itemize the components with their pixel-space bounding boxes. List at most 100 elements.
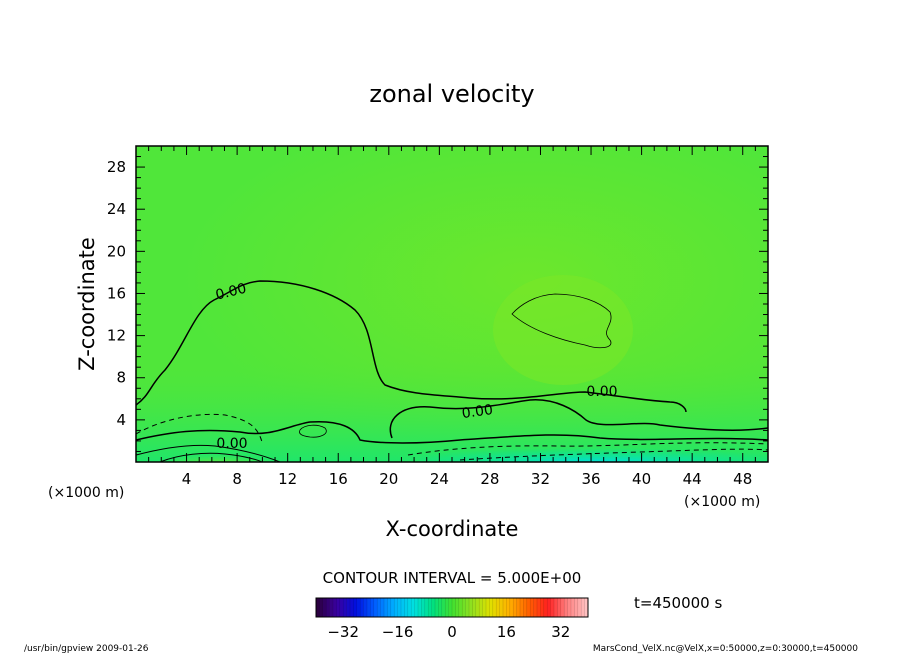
x-tick-label: 8 xyxy=(232,470,242,488)
footer-right: MarsCond_VelX.nc@VelX,x=0:50000,z=0:3000… xyxy=(593,644,858,654)
colorbar-segment xyxy=(564,598,568,617)
colorbar-segment xyxy=(486,598,490,617)
colorbar-segment xyxy=(513,598,517,617)
chart-title: zonal velocity xyxy=(369,80,534,108)
colorbar-segment xyxy=(424,598,429,617)
x-tick-label: 12 xyxy=(278,470,297,488)
colorbar-segment xyxy=(526,598,531,617)
contour-negative-3 xyxy=(459,448,768,461)
colorbar-segment xyxy=(407,598,412,617)
x-tick-label: 16 xyxy=(329,470,348,488)
y-tick-label: 4 xyxy=(116,411,126,429)
y-tick-label: 24 xyxy=(107,200,126,218)
y-tick-label: 28 xyxy=(107,158,126,176)
colorbar-segment xyxy=(469,598,473,617)
colorbar-segment xyxy=(380,598,385,617)
colorbar-segment xyxy=(574,598,579,617)
colorbar-segment xyxy=(506,598,511,617)
colorbar-segment xyxy=(319,598,324,617)
colorbar-segment xyxy=(441,598,446,617)
colorbar-segment xyxy=(336,598,341,617)
colorbar-segment xyxy=(581,598,585,617)
colorbar-segment xyxy=(496,598,500,617)
x-tick-label: 20 xyxy=(379,470,398,488)
colorbar-segment xyxy=(448,598,453,617)
colorbar-segment xyxy=(479,598,483,617)
contour-surface-2 xyxy=(159,452,263,462)
colorbar-ticks: −32 −16 0 16 32 xyxy=(327,623,570,641)
x-axis-label: X-coordinate xyxy=(386,517,519,541)
time-label: t=450000 s xyxy=(634,594,722,612)
colorbar-segment xyxy=(452,598,456,617)
contour-label-mid: 0.00 xyxy=(461,402,494,422)
colorbar-segment xyxy=(475,598,480,617)
colorbar-segment xyxy=(530,598,534,617)
contour-interval-text: CONTOUR INTERVAL = 5.000E+00 xyxy=(323,569,582,587)
colorbar-segment xyxy=(492,598,497,617)
y-unit-note: (×1000 m) xyxy=(48,485,124,501)
colorbar-segment xyxy=(537,598,541,617)
colorbar-segment xyxy=(560,598,565,617)
heatmap-positive-blob xyxy=(493,275,633,385)
y-tick-label: 8 xyxy=(116,369,126,387)
x-tick-label: 40 xyxy=(632,470,651,488)
contour-positive-small xyxy=(299,424,327,438)
colorbar-segment xyxy=(543,598,548,617)
colorbar-segment xyxy=(367,598,371,617)
colorbar-segment xyxy=(567,598,572,617)
contour-zero-mid xyxy=(389,399,768,439)
colorbar-segment xyxy=(353,598,358,617)
colorbar-tick-label: −32 xyxy=(327,623,359,641)
colorbar-segment xyxy=(333,598,337,617)
contour-positive-core xyxy=(511,293,612,349)
x-tick-label: 36 xyxy=(581,470,600,488)
footer-left: /usr/bin/gpview 2009-01-26 xyxy=(24,644,149,654)
colorbar-segment xyxy=(547,598,551,617)
colorbar-segment xyxy=(520,598,524,617)
colorbar-segment xyxy=(509,598,514,617)
x-unit-note: (×1000 m) xyxy=(684,494,760,510)
colorbar-segment xyxy=(414,598,419,617)
contour-label-lower: 0.00 xyxy=(216,436,247,452)
colorbar-segment xyxy=(455,598,460,617)
colorbar-segment xyxy=(360,598,364,617)
y-axis-ticks: 4 8 12 16 20 24 28 xyxy=(107,156,768,452)
y-tick-label: 20 xyxy=(107,242,126,260)
contour-zero-upper xyxy=(136,280,687,413)
colorbar-segment xyxy=(503,598,507,617)
x-tick-label: 28 xyxy=(480,470,499,488)
y-axis-label: Z-coordinate xyxy=(75,237,99,371)
x-tick-label: 24 xyxy=(430,470,449,488)
colorbar-segment xyxy=(316,598,320,617)
colorbar-segment xyxy=(482,598,487,617)
colorbar-frame xyxy=(315,597,589,618)
contour-negative-1 xyxy=(136,413,263,443)
colorbar-segment xyxy=(377,598,381,617)
colorbar-segment xyxy=(343,598,347,617)
colorbar-segment xyxy=(363,598,368,617)
x-tick-label: 48 xyxy=(733,470,752,488)
colorbar-segment xyxy=(373,598,378,617)
colorbar-tick-label: −16 xyxy=(382,623,414,641)
colorbar-segment xyxy=(472,598,477,617)
colorbar-segment xyxy=(571,598,575,617)
x-tick-label: 32 xyxy=(531,470,550,488)
colorbar-segment xyxy=(387,598,392,617)
colorbar-segment xyxy=(458,598,463,617)
colorbar-segment xyxy=(438,598,443,617)
colorbar-segment xyxy=(554,598,558,617)
contour-surface-1 xyxy=(136,444,281,462)
colorbar-segment xyxy=(550,598,555,617)
colorbar-segment xyxy=(577,598,582,617)
x-axis-ticks: 4 8 12 16 20 24 28 32 36 40 44 48 xyxy=(148,146,756,488)
colorbar-segment xyxy=(431,598,436,617)
colorbar-segment xyxy=(384,598,388,617)
colorbar-segment xyxy=(523,598,528,617)
x-tick-label: 44 xyxy=(683,470,702,488)
contour-negative-2 xyxy=(407,442,768,456)
y-tick-label: 12 xyxy=(107,327,126,345)
colorbar-segment xyxy=(516,598,521,617)
colorbar-segment xyxy=(540,598,545,617)
colorbar-segment xyxy=(489,598,494,617)
